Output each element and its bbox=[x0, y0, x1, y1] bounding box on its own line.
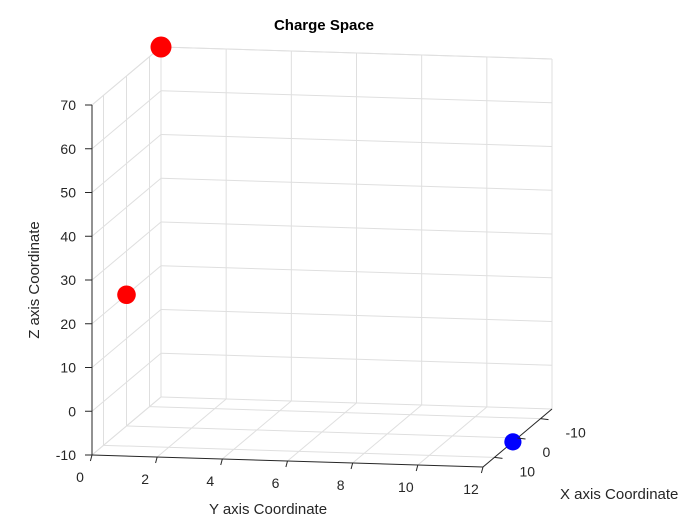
z-tick-label: -10 bbox=[56, 447, 76, 463]
gridline-back-wall bbox=[160, 221, 553, 235]
grid-layer bbox=[91, 46, 553, 468]
y-tick-mark bbox=[480, 466, 484, 474]
y-tick-mark bbox=[220, 458, 223, 466]
z-tick-label: 0 bbox=[68, 403, 76, 419]
gridline-back-wall bbox=[160, 134, 553, 147]
gridline-back-wall bbox=[160, 352, 553, 366]
z-tick-label: 10 bbox=[60, 360, 76, 376]
z-tick-label: 40 bbox=[60, 228, 76, 244]
charge-point bbox=[504, 433, 522, 451]
charge-point bbox=[117, 285, 136, 305]
x-tick-label: -10 bbox=[566, 425, 586, 441]
y-tick-label: 6 bbox=[272, 475, 280, 491]
x-tick-mark bbox=[517, 437, 526, 440]
z-tick-label: 60 bbox=[60, 141, 76, 157]
x-tick-label: 10 bbox=[520, 463, 536, 479]
z-axis-label: Z axis Coordinate bbox=[26, 221, 43, 339]
gridline-back-wall bbox=[160, 90, 553, 104]
y-tick-label: 12 bbox=[463, 481, 479, 497]
y-tick-label: 2 bbox=[141, 471, 149, 487]
gridline-back-wall bbox=[160, 265, 553, 279]
z-tick-label: 50 bbox=[60, 185, 76, 201]
gridline-back-wall bbox=[160, 177, 553, 191]
y-tick-label: 4 bbox=[206, 473, 214, 489]
z-tick-label: 20 bbox=[60, 316, 76, 332]
z-tick-label: 30 bbox=[60, 272, 76, 288]
y-tick-mark bbox=[155, 456, 158, 464]
gridline-floor bbox=[103, 444, 495, 458]
gridline-back-wall bbox=[160, 309, 553, 322]
x-axis-label: X axis Coordinate bbox=[560, 486, 678, 503]
y-tick-label: 0 bbox=[76, 469, 84, 485]
x-tick-mark bbox=[494, 456, 503, 459]
x-tick-label: 0 bbox=[543, 444, 551, 460]
y-tick-label: 10 bbox=[398, 479, 414, 495]
gridline-floor bbox=[126, 425, 518, 439]
charge-point bbox=[150, 36, 172, 58]
box-edge bbox=[160, 46, 553, 60]
points-layer bbox=[117, 36, 522, 451]
chart-title: Charge Space bbox=[274, 17, 374, 34]
y-tick-mark bbox=[89, 454, 93, 462]
z-tick-label: 70 bbox=[60, 97, 76, 113]
y-tick-mark bbox=[350, 462, 354, 470]
y-tick-mark bbox=[415, 464, 419, 472]
y-axis-label: Y axis Coordinate bbox=[209, 501, 327, 518]
box-edge bbox=[91, 46, 162, 106]
x-tick-mark bbox=[540, 418, 549, 421]
y-tick-mark bbox=[285, 460, 288, 468]
gridline-floor bbox=[149, 406, 541, 420]
y-tick-label: 8 bbox=[337, 477, 345, 493]
